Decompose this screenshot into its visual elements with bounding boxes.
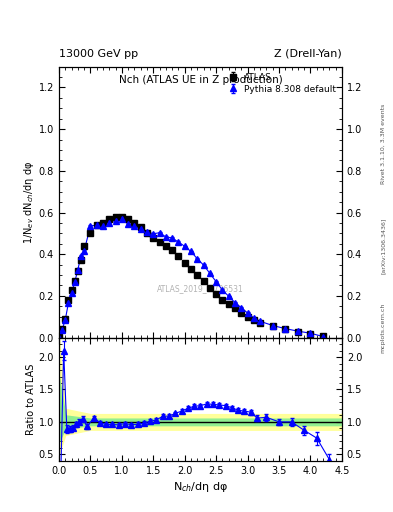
Y-axis label: 1/N$_{ev}$ dN$_{ch}$/dη dφ: 1/N$_{ev}$ dN$_{ch}$/dη dφ	[22, 160, 36, 244]
Legend: ATLAS, Pythia 8.308 default: ATLAS, Pythia 8.308 default	[225, 71, 338, 95]
Text: Rivet 3.1.10, 3.3M events: Rivet 3.1.10, 3.3M events	[381, 103, 386, 183]
Text: [arXiv:1306.3436]: [arXiv:1306.3436]	[381, 218, 386, 274]
Y-axis label: Ratio to ATLAS: Ratio to ATLAS	[26, 364, 36, 435]
Text: Nch (ATLAS UE in Z production): Nch (ATLAS UE in Z production)	[119, 75, 282, 84]
X-axis label: N$_{ch}$/dη dφ: N$_{ch}$/dη dφ	[173, 480, 228, 494]
Text: ATLAS_2019_I1736531: ATLAS_2019_I1736531	[157, 284, 244, 293]
Text: 13000 GeV pp: 13000 GeV pp	[59, 49, 138, 59]
Text: mcplots.cern.ch: mcplots.cern.ch	[381, 303, 386, 353]
Text: Z (Drell-Yan): Z (Drell-Yan)	[274, 49, 342, 59]
